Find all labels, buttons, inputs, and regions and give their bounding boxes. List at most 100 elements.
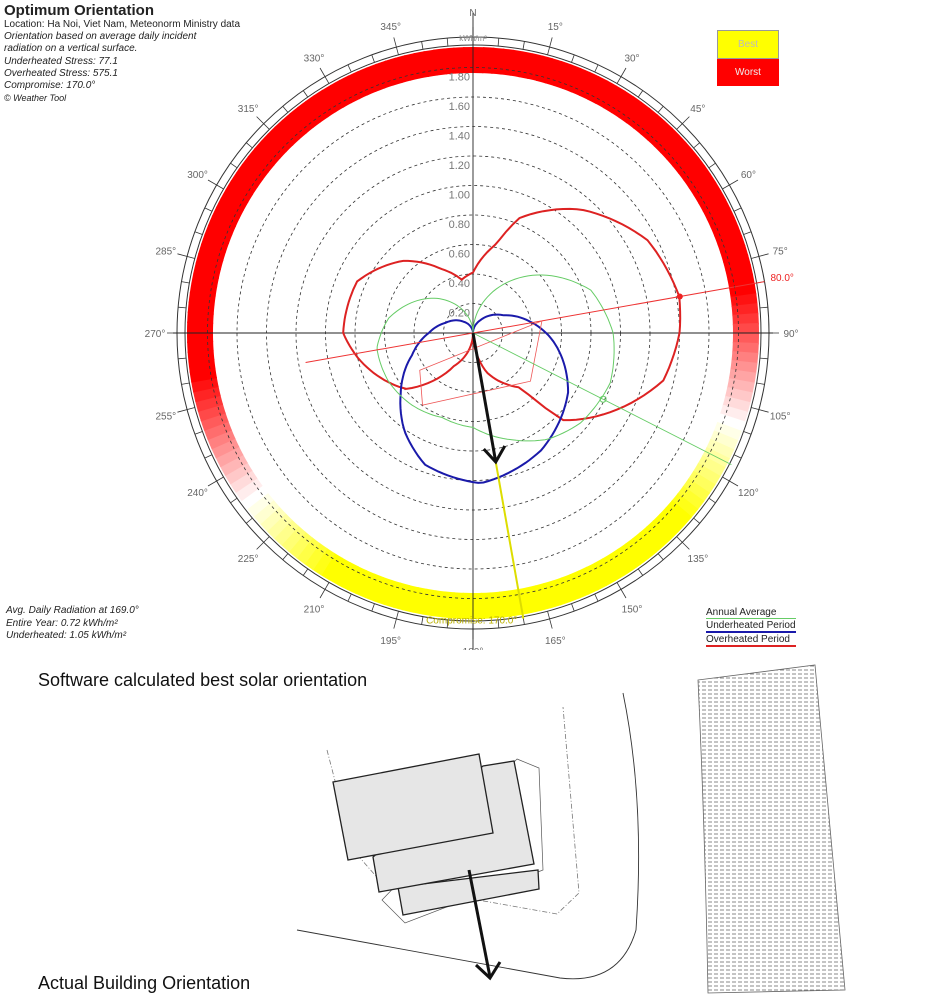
score-band-segment	[595, 80, 618, 109]
score-band-segment	[274, 119, 301, 146]
legend: Annual Average Underheated Period Overhe…	[706, 607, 796, 648]
score-band-segment	[672, 149, 700, 175]
angle-tick	[594, 593, 599, 602]
angle-tick-label: 120°	[738, 488, 759, 499]
angle-tick-label: 135°	[688, 554, 709, 565]
score-band-segment	[211, 206, 240, 228]
score-band-segment	[347, 71, 369, 100]
angle-tick	[751, 253, 769, 259]
angle-tick-label: 255°	[155, 411, 176, 422]
score-band-segment	[544, 58, 563, 87]
angle-tick-label: 270°	[145, 329, 166, 340]
road-edge	[296, 692, 640, 980]
angle-tick-label: 210°	[304, 604, 325, 615]
score-band-segment	[224, 461, 253, 485]
angle-tick-label: 330°	[304, 54, 325, 65]
hatched-area	[697, 664, 846, 994]
score-band-segment	[731, 303, 759, 317]
score-band-segment	[451, 592, 464, 619]
score-band-segment	[720, 244, 749, 263]
score-band-segment	[561, 64, 582, 93]
angle-tick-label: 15°	[548, 22, 563, 33]
score-band-segment	[320, 552, 343, 581]
score-band-segment	[732, 323, 759, 335]
score-band-segment	[570, 67, 591, 97]
score-band-segment	[543, 580, 562, 609]
angle-tick	[302, 568, 309, 576]
angle-tick-label: 60°	[741, 170, 756, 181]
score-band-segment	[724, 387, 753, 404]
score-band-segment	[375, 60, 394, 89]
score-band-segment	[313, 89, 337, 118]
score-band-segment	[666, 141, 694, 167]
score-band-segment	[355, 569, 376, 599]
score-band-segment	[365, 63, 386, 92]
angle-tick	[194, 231, 203, 235]
score-band-segment	[645, 520, 672, 547]
angle-tick-label: 75°	[773, 247, 788, 258]
score-band-segment	[585, 562, 608, 591]
score-band-segment	[633, 107, 658, 135]
angle-tick-label: 180°	[463, 647, 484, 650]
score-band-segment	[235, 163, 264, 188]
score-band-segment	[652, 513, 679, 540]
score-band-segment	[215, 445, 244, 468]
best-orientation-arrowhead	[482, 445, 507, 465]
angle-tick	[708, 162, 716, 169]
angle-tick	[522, 41, 525, 50]
description-line-1: Orientation based on average daily incid…	[4, 31, 197, 43]
angle-tick	[446, 619, 449, 628]
score-band-segment	[267, 126, 294, 153]
score-band-segment	[220, 188, 249, 211]
chart-title: Optimum Orientation	[4, 2, 154, 19]
score-band-segment	[187, 349, 215, 363]
angle-tick	[637, 90, 644, 98]
score-band-segment	[710, 216, 739, 237]
score-band-segment	[659, 506, 686, 533]
score-band-segment	[296, 100, 322, 129]
score-band-segment	[535, 55, 554, 84]
radial-tick-label: 0.80	[449, 219, 470, 231]
angle-tick	[177, 407, 195, 413]
radial-tick-label: 0.60	[449, 249, 470, 261]
score-band-segment	[618, 95, 643, 124]
score-band-segment	[471, 592, 483, 619]
score-band-segment	[603, 85, 626, 114]
legend-overheated: Overheated Period	[706, 634, 796, 647]
angle-tick-label: 345°	[380, 22, 401, 33]
score-band-segment	[631, 532, 657, 560]
angle-tick	[245, 517, 253, 524]
score-band-segment	[518, 51, 534, 79]
score-band-segment	[461, 592, 473, 619]
angle-tick	[759, 357, 768, 360]
score-band-segment	[693, 181, 722, 205]
score-band-segment	[203, 420, 232, 441]
angle-tick-label: 90°	[783, 329, 798, 340]
score-band-segment	[211, 437, 240, 459]
score-band-segment	[364, 573, 385, 602]
legend-annual: Annual Average	[706, 607, 796, 619]
score-band-segment	[229, 469, 258, 493]
score-band-segment	[280, 525, 306, 553]
series-curve-annual-average	[376, 274, 615, 442]
overheated-peak-line	[305, 281, 765, 364]
score-band-segment	[373, 576, 393, 606]
score-band-segment	[709, 430, 739, 451]
score-band-segment	[187, 321, 214, 333]
angle-tick	[347, 64, 352, 73]
score-band-segment	[463, 47, 475, 74]
score-band-segment	[303, 542, 328, 571]
angle-tick	[693, 517, 701, 524]
angle-tick	[657, 553, 664, 561]
score-band-segment	[716, 413, 746, 433]
angle-tick-label: 105°	[770, 411, 791, 422]
score-band-segment	[187, 311, 214, 324]
angle-tick	[751, 407, 769, 413]
angle-tick-label: 195°	[380, 636, 401, 647]
angle-tick-label: 45°	[690, 104, 705, 115]
orientation-rectangle	[419, 320, 543, 406]
angle-tick	[371, 54, 375, 63]
angle-tick	[393, 611, 399, 629]
score-band-segment	[288, 531, 313, 559]
key-best: Best	[717, 30, 779, 59]
